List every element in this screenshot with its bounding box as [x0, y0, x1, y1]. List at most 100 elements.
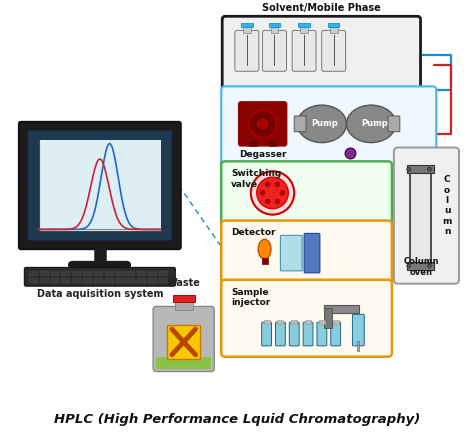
- Text: 2.6: 2.6: [157, 234, 164, 239]
- Ellipse shape: [346, 105, 396, 142]
- FancyBboxPatch shape: [221, 280, 392, 357]
- Bar: [116, 271, 125, 276]
- Bar: [83, 278, 92, 283]
- Text: Pump: Pump: [311, 120, 338, 128]
- FancyBboxPatch shape: [289, 322, 299, 346]
- FancyBboxPatch shape: [281, 235, 302, 271]
- Bar: [72, 278, 81, 283]
- Bar: [305, 320, 311, 324]
- Ellipse shape: [258, 239, 271, 259]
- Bar: [319, 320, 325, 324]
- Bar: [29, 271, 37, 276]
- Bar: [159, 271, 168, 276]
- Circle shape: [407, 167, 410, 171]
- FancyBboxPatch shape: [239, 102, 286, 146]
- Bar: [264, 320, 270, 324]
- Bar: [173, 295, 194, 303]
- Bar: [410, 171, 431, 266]
- Text: Degasser: Degasser: [239, 150, 286, 159]
- Bar: [357, 341, 359, 351]
- Bar: [105, 271, 114, 276]
- Bar: [40, 278, 48, 283]
- FancyBboxPatch shape: [28, 131, 172, 240]
- Text: Solvent/Mobile Phase: Solvent/Mobile Phase: [262, 4, 381, 13]
- Text: 2.2: 2.2: [96, 234, 103, 239]
- Circle shape: [275, 199, 280, 204]
- Bar: [51, 271, 59, 276]
- Bar: [175, 302, 192, 310]
- Bar: [407, 262, 434, 270]
- Text: Pump: Pump: [361, 120, 388, 128]
- Circle shape: [428, 167, 431, 171]
- FancyBboxPatch shape: [262, 322, 272, 346]
- FancyBboxPatch shape: [221, 161, 392, 224]
- Text: Waste: Waste: [167, 278, 201, 288]
- FancyBboxPatch shape: [317, 322, 327, 346]
- Text: 1.8: 1.8: [35, 234, 42, 239]
- FancyBboxPatch shape: [303, 322, 313, 346]
- Bar: [29, 278, 37, 283]
- Bar: [148, 271, 157, 276]
- FancyBboxPatch shape: [275, 322, 285, 346]
- Bar: [243, 27, 251, 34]
- Circle shape: [265, 199, 270, 204]
- Text: Detector: Detector: [231, 228, 275, 237]
- Bar: [94, 271, 103, 276]
- Text: 0.0: 0.0: [30, 229, 36, 233]
- Bar: [127, 271, 136, 276]
- FancyBboxPatch shape: [322, 30, 346, 71]
- Bar: [159, 278, 168, 283]
- Text: 2.4: 2.4: [127, 234, 134, 239]
- Bar: [328, 23, 339, 27]
- FancyBboxPatch shape: [353, 314, 365, 346]
- Bar: [301, 27, 308, 34]
- Bar: [333, 320, 338, 324]
- Bar: [83, 271, 92, 276]
- Text: 2.0: 2.0: [66, 234, 73, 239]
- Bar: [269, 23, 280, 27]
- Text: C
o
l
u
m
n: C o l u m n: [443, 175, 452, 236]
- Bar: [105, 278, 114, 283]
- Bar: [116, 278, 125, 283]
- Bar: [61, 278, 70, 283]
- Bar: [407, 165, 434, 173]
- Text: 0.5: 0.5: [30, 183, 36, 187]
- Circle shape: [251, 171, 294, 215]
- Bar: [148, 278, 157, 283]
- Circle shape: [275, 182, 280, 187]
- Bar: [262, 258, 268, 264]
- Bar: [249, 140, 257, 146]
- Circle shape: [280, 191, 285, 195]
- Bar: [137, 271, 146, 276]
- Text: Switching
valve: Switching valve: [231, 169, 282, 189]
- Text: Sample
injector: Sample injector: [231, 288, 270, 307]
- Bar: [330, 27, 337, 34]
- Text: Column
oven: Column oven: [404, 258, 439, 277]
- Text: HPLC (High Performance Lquid Chromatography): HPLC (High Performance Lquid Chromatogra…: [54, 413, 420, 426]
- Bar: [51, 278, 59, 283]
- Bar: [156, 357, 211, 369]
- Bar: [40, 271, 48, 276]
- Circle shape: [428, 264, 431, 268]
- FancyBboxPatch shape: [304, 233, 320, 273]
- FancyBboxPatch shape: [24, 267, 175, 286]
- Bar: [324, 306, 359, 313]
- Bar: [291, 320, 297, 324]
- FancyBboxPatch shape: [19, 122, 181, 249]
- Ellipse shape: [297, 105, 346, 142]
- Bar: [167, 325, 201, 359]
- Circle shape: [256, 117, 270, 131]
- Circle shape: [257, 177, 288, 209]
- Text: Data aquisition system: Data aquisition system: [36, 289, 163, 299]
- Circle shape: [407, 264, 410, 268]
- FancyBboxPatch shape: [153, 306, 214, 371]
- Bar: [241, 23, 253, 27]
- FancyBboxPatch shape: [292, 30, 316, 71]
- FancyBboxPatch shape: [394, 148, 459, 284]
- FancyBboxPatch shape: [221, 220, 392, 284]
- Bar: [298, 23, 310, 27]
- FancyBboxPatch shape: [294, 116, 306, 132]
- Bar: [61, 271, 70, 276]
- FancyBboxPatch shape: [221, 86, 437, 165]
- Bar: [324, 308, 332, 328]
